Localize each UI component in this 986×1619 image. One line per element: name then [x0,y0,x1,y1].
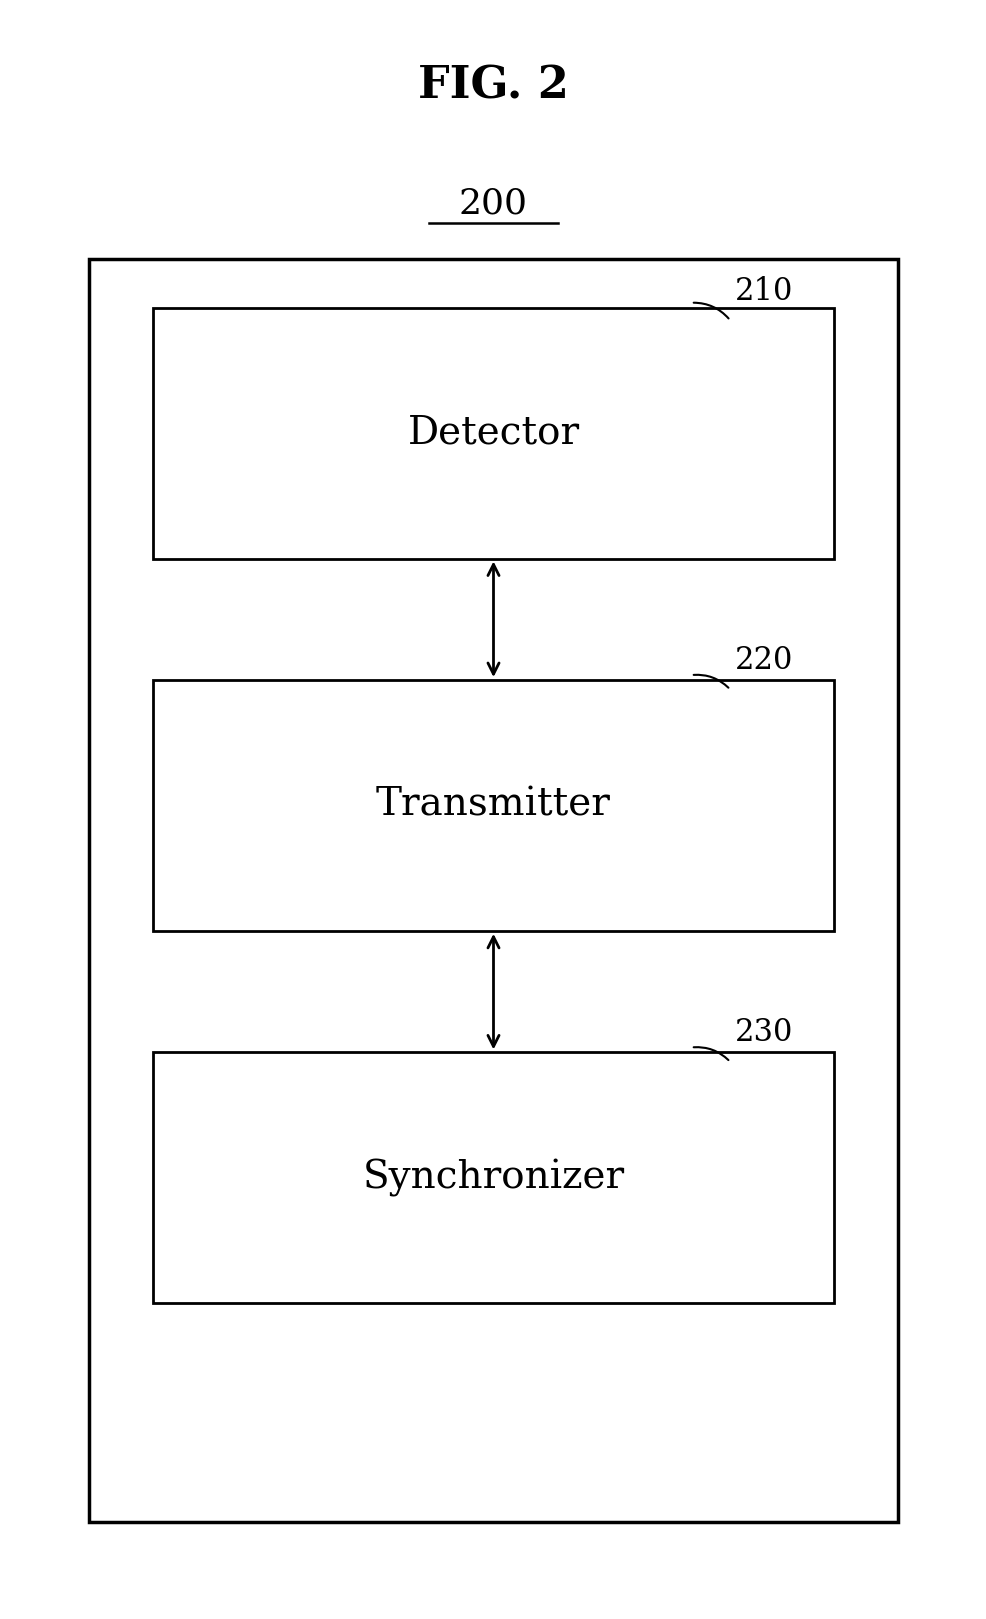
Bar [89,259,897,1522]
Text: Synchronizer: Synchronizer [362,1159,624,1196]
Bar [153,680,833,931]
Text: FIG. 2: FIG. 2 [418,65,568,108]
Text: Detector: Detector [407,414,579,452]
Text: Transmitter: Transmitter [376,787,610,824]
Text: 230: 230 [735,1017,793,1049]
Text: 200: 200 [458,186,528,220]
Text: 220: 220 [735,644,793,677]
Bar [153,308,833,559]
Bar [153,1052,833,1303]
Text: 210: 210 [735,275,793,308]
